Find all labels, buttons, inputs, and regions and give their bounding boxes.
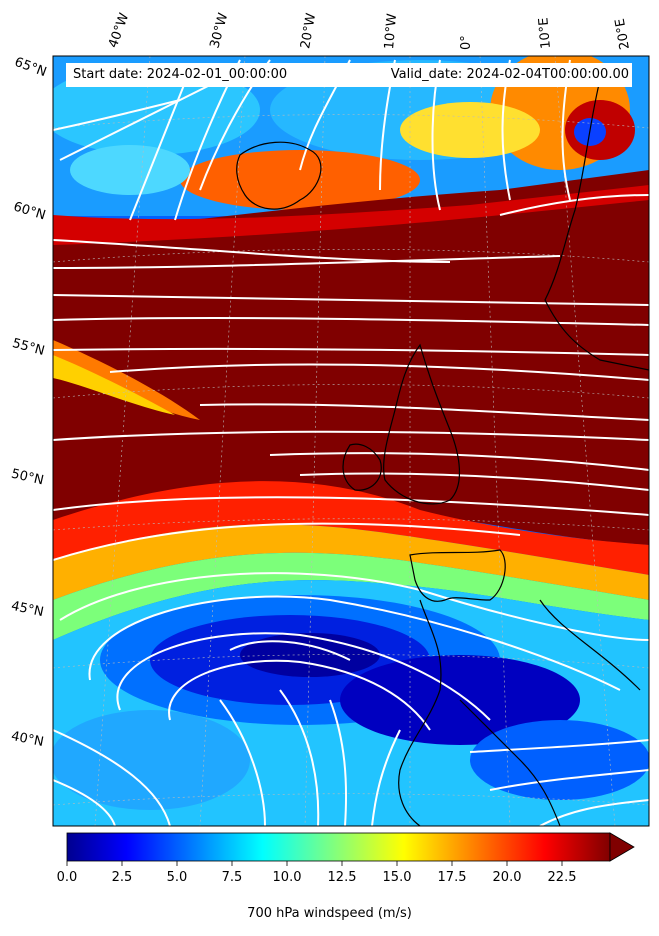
cb-tick: 15.0 bbox=[382, 870, 412, 885]
colorbar-title: 700 hPa windspeed (m/s) bbox=[247, 906, 412, 921]
cb-tick: 22.5 bbox=[547, 870, 577, 885]
wind-field bbox=[53, 56, 649, 826]
date-header: Start date: 2024-02-01_00:00:00 Valid_da… bbox=[66, 63, 632, 87]
valid-date: Valid_date: 2024-02-04T00:00:00.00 bbox=[390, 67, 629, 82]
start-date: Start date: 2024-02-01_00:00:00 bbox=[73, 67, 288, 82]
coastlines bbox=[236, 79, 649, 826]
cb-tick: 10.0 bbox=[272, 870, 302, 885]
cb-tick: 5.0 bbox=[166, 870, 188, 885]
lon-label-0: 0° bbox=[459, 35, 474, 50]
graticule bbox=[53, 56, 649, 826]
colorbar bbox=[66, 832, 635, 866]
cb-tick: 7.5 bbox=[221, 870, 243, 885]
map-frame bbox=[52, 55, 650, 827]
lon-label-10e: 10°E bbox=[536, 16, 554, 50]
cb-tick: 17.5 bbox=[437, 870, 467, 885]
lon-label-10w: 10°W bbox=[382, 12, 401, 50]
cb-tick: 2.5 bbox=[111, 870, 133, 885]
cb-tick: 0.0 bbox=[56, 870, 78, 885]
cb-tick: 20.0 bbox=[492, 870, 522, 885]
cb-tick: 12.5 bbox=[327, 870, 357, 885]
